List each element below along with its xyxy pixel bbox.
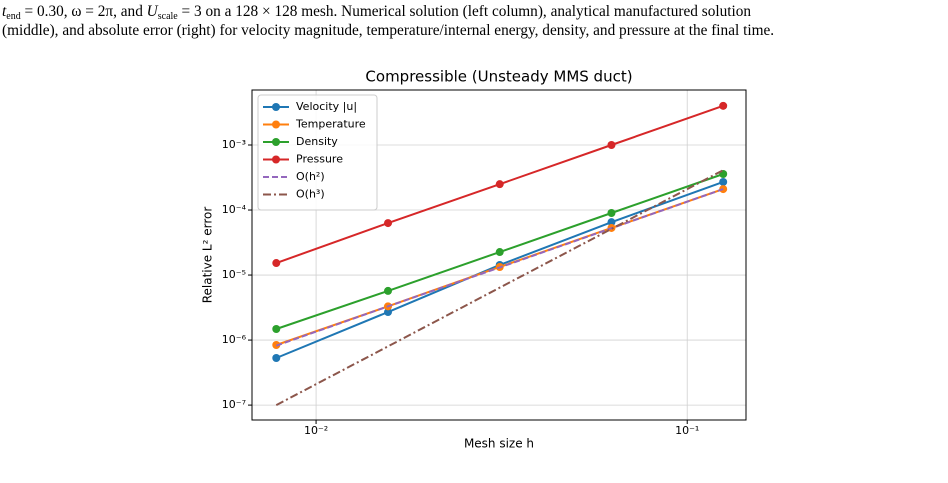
- series-line: [275, 169, 724, 406]
- chart-title: Compressible (Unsteady MMS duct): [365, 68, 632, 86]
- y-tick-label: 10⁻⁶: [222, 333, 247, 346]
- point: [272, 259, 281, 268]
- caption-sub: end: [6, 11, 21, 22]
- point: [272, 354, 281, 363]
- legend-label: Velocity |u|: [296, 100, 357, 113]
- legend-label: Pressure: [296, 153, 343, 166]
- x-axis-label: Mesh size h: [464, 437, 534, 451]
- legend-marker: [272, 155, 280, 164]
- caption-text: (middle), and absolute error (right) for…: [2, 22, 775, 39]
- point: [719, 101, 728, 110]
- point: [272, 325, 281, 334]
- point: [384, 219, 393, 228]
- legend-label: Density: [296, 135, 338, 148]
- x-tick-label: 10⁻²: [304, 424, 328, 437]
- legend-label: O(h³): [296, 188, 325, 201]
- point: [607, 140, 616, 149]
- series-line: [275, 188, 724, 347]
- caption-line: tend = 0.30, ω = 2π, and Uscale = 3 on a…: [2, 2, 946, 22]
- caption-sub: scale: [157, 11, 178, 22]
- point: [495, 180, 504, 189]
- y-tick-label: 10⁻⁴: [222, 203, 247, 216]
- y-tick-label: 10⁻⁵: [222, 268, 246, 281]
- caption-text: = 0.30, ω = 2π, and: [20, 3, 147, 20]
- legend-marker: [272, 120, 280, 129]
- caption-line: (middle), and absolute error (right) for…: [2, 21, 946, 40]
- caption-text: U: [146, 3, 158, 20]
- caption-text: t: [2, 3, 7, 20]
- y-tick-label: 10⁻³: [222, 138, 246, 151]
- point: [719, 177, 728, 186]
- legend-label: O(h²): [296, 170, 325, 183]
- point: [607, 208, 616, 217]
- point: [384, 308, 393, 317]
- plot-frame: [251, 89, 747, 421]
- x-tick-label: 10⁻¹: [675, 424, 699, 437]
- y-axis-label: Relative L² error: [201, 207, 215, 304]
- point: [607, 218, 616, 227]
- y-tick-label: 10⁻⁷: [222, 398, 246, 411]
- point: [495, 248, 504, 257]
- caption-text: = 3 on a 128 × 128 mesh. Numerical solut…: [177, 3, 752, 20]
- legend-marker: [272, 103, 280, 111]
- point: [384, 286, 393, 295]
- caption: tend = 0.30, ω = 2π, and Uscale = 3 on a…: [2, 2, 946, 40]
- legend-marker: [272, 138, 280, 146]
- legend-label: Temperature: [295, 118, 366, 131]
